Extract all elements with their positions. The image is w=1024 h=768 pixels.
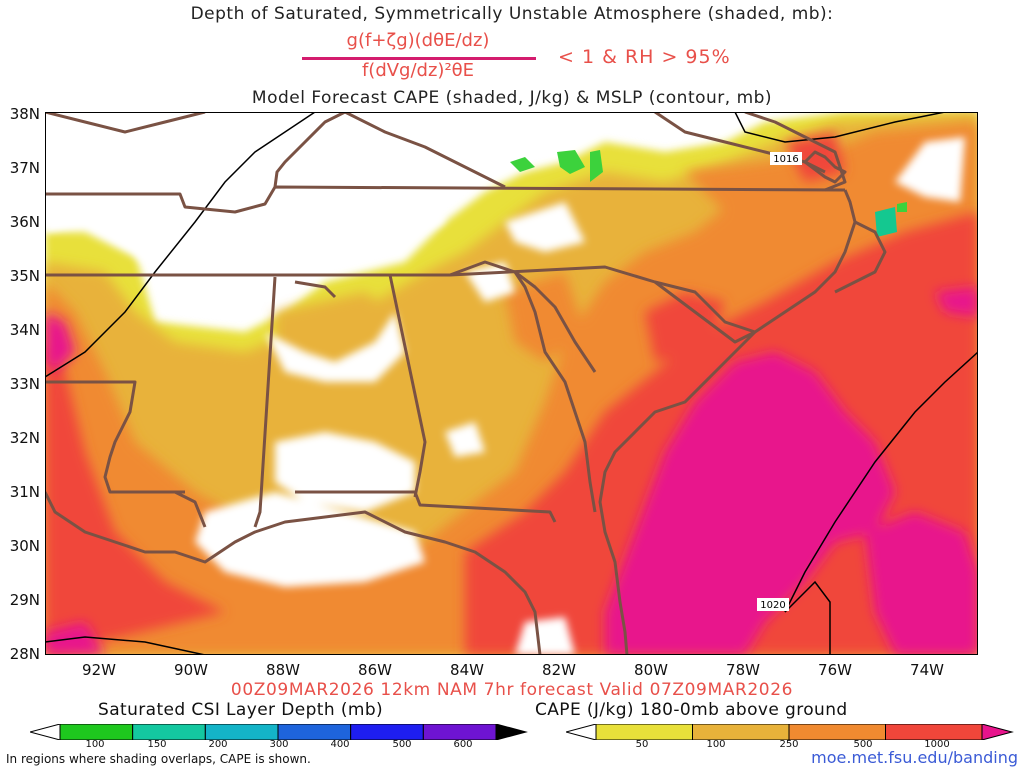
contour-label-1016: 1016 [770, 152, 802, 165]
lat-label: 37N [9, 159, 40, 177]
lon-label: 84W [450, 661, 484, 679]
cape-colorbar-label: 250 [779, 739, 799, 750]
colorbar-swatch [692, 724, 790, 740]
csi-colorbar-label: 400 [330, 739, 350, 750]
colorbar-swatch [204, 724, 279, 740]
lat-label: 32N [9, 429, 40, 447]
formula-numerator: g(f+ζg)(dθE/dz) [346, 30, 490, 51]
csi-colorbar-label: 200 [208, 739, 228, 750]
overlap-note: In regions where shading overlaps, CAPE … [6, 752, 311, 766]
lon-label: 86W [358, 661, 392, 679]
map-frame [45, 112, 978, 655]
forecast-map: 1016 1020 [45, 112, 978, 655]
csi-shading [510, 150, 907, 237]
svg-text:1020: 1020 [760, 600, 785, 611]
colorbar-swatch [566, 724, 597, 740]
lat-label: 34N [9, 321, 40, 339]
map-title-line3: Model Forecast CAPE (shaded, J/kg) & MSL… [251, 88, 773, 108]
lon-label: 82W [542, 661, 576, 679]
colorbar-swatch [277, 724, 352, 740]
lat-label: 35N [9, 267, 40, 285]
colorbar-swatch [595, 724, 693, 740]
csi-colorbar-label: 100 [85, 739, 105, 750]
colorbar-swatch [981, 724, 1014, 740]
lat-label: 36N [9, 213, 40, 231]
cape-1000-shading [45, 287, 978, 655]
cape-colorbar-label: 100 [706, 739, 726, 750]
colorbar-swatch [788, 724, 886, 740]
lon-label: 74W [910, 661, 944, 679]
lon-label: 92W [82, 661, 116, 679]
state-borders [45, 112, 887, 655]
csi-colorbar-label: 300 [269, 739, 289, 750]
formula-fraction-bar [302, 57, 536, 60]
colorbar-swatch [30, 724, 61, 740]
cape-colorbar-title: CAPE (J/kg) 180-0mb above ground [535, 700, 848, 720]
cape-colorbar [566, 724, 1014, 740]
run-info: 00Z09MAR2026 12km NAM 7hr forecast Valid… [230, 680, 794, 700]
colorbar-swatch [350, 724, 424, 740]
map-title-line1: Depth of Saturated, Symmetrically Unstab… [190, 4, 834, 24]
lat-label: 28N [9, 645, 40, 663]
csi-colorbar-title: Saturated CSI Layer Depth (mb) [98, 700, 384, 720]
csi-colorbar-label: 600 [453, 739, 473, 750]
svg-text:1016: 1016 [773, 154, 798, 165]
lon-label: 78W [726, 661, 760, 679]
lat-label: 33N [9, 375, 40, 393]
lon-label: 80W [634, 661, 668, 679]
cape-colorbar-label: 500 [853, 739, 873, 750]
contour-label-1020: 1020 [757, 598, 789, 611]
formula-denominator: f(dVg/dz)²θE [361, 60, 475, 81]
lat-label: 31N [9, 483, 40, 501]
colorbar-swatch [885, 724, 983, 740]
lat-label: 30N [9, 537, 40, 555]
lon-label: 90W [174, 661, 208, 679]
lat-label: 38N [9, 105, 40, 123]
lat-label: 29N [9, 591, 40, 609]
csi-colorbar [30, 724, 528, 740]
csi-colorbar-label: 150 [147, 739, 167, 750]
colorbar-swatch [495, 724, 528, 740]
colorbar-swatch [132, 724, 206, 740]
cape-colorbar-label: 1000 [924, 739, 950, 750]
lon-label: 88W [266, 661, 300, 679]
lon-label: 76W [818, 661, 852, 679]
cape-colorbar-label: 50 [635, 739, 649, 750]
colorbar-swatch [59, 724, 134, 740]
csi-colorbar-label: 500 [392, 739, 412, 750]
colorbar-swatch [422, 724, 497, 740]
source-url[interactable]: moe.met.fsu.edu/banding [811, 748, 1018, 767]
formula-condition: < 1 & RH > 95% [558, 46, 731, 68]
